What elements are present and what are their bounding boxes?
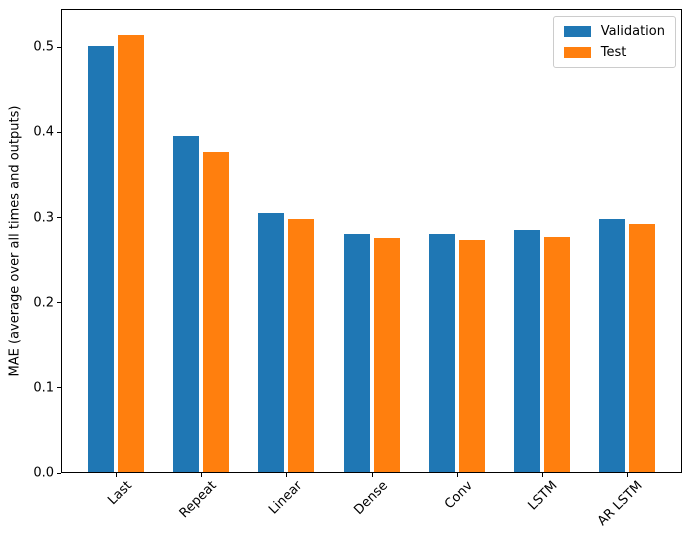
y-tick-label: 0.5: [33, 39, 54, 55]
y-tick-mark: [57, 302, 61, 304]
bar-test-linear: [288, 218, 315, 472]
y-tick-mark: [57, 472, 61, 474]
legend-swatch-validation-icon: [563, 26, 591, 37]
bar-test-conv: [458, 239, 485, 472]
x-tick-label-conv: Conv: [441, 478, 476, 513]
x-tick-label-repeat: Repeat: [177, 478, 221, 522]
y-tick-mark: [57, 217, 61, 219]
x-tick-label-ar-lstm: AR LSTM: [595, 478, 647, 530]
x-tick-label-lstm: LSTM: [525, 478, 561, 514]
y-tick-mark: [57, 46, 61, 48]
bar-validation-dense: [343, 233, 370, 472]
y-tick-label: 0.2: [33, 295, 54, 311]
y-tick-label: 0.0: [33, 465, 54, 481]
y-tick-mark: [57, 131, 61, 133]
x-tick-mark: [201, 473, 203, 477]
x-tick-label-last: Last: [105, 478, 135, 509]
y-tick-label: 0.3: [33, 210, 54, 226]
x-tick-mark: [116, 473, 117, 477]
y-tick-mark: [57, 387, 61, 389]
y-tick-label: 0.1: [33, 380, 54, 396]
x-tick-mark: [542, 473, 543, 477]
bar-test-repeat: [203, 151, 230, 472]
legend-item-test: Test: [563, 45, 665, 60]
bar-validation-linear: [258, 212, 285, 472]
x-tick-mark: [456, 473, 458, 477]
bar-test-ar-lstm: [629, 224, 656, 472]
bars-layer: [62, 10, 681, 472]
legend-item-validation: Validation: [563, 24, 665, 39]
x-tick-mark: [371, 473, 373, 477]
bar-validation-last: [88, 46, 114, 472]
x-tick-label-linear: Linear: [266, 478, 306, 518]
legend: Validation Test: [552, 16, 676, 68]
bar-validation-repeat: [173, 136, 200, 472]
plot-area: Validation Test: [61, 9, 682, 473]
x-tick-mark: [286, 473, 288, 477]
bar-test-last: [118, 34, 144, 472]
legend-label-test: Test: [600, 45, 627, 60]
x-tick-label-dense: Dense: [350, 478, 391, 518]
legend-swatch-test-icon: [563, 47, 591, 58]
bar-test-lstm: [544, 237, 570, 472]
bar-test-dense: [373, 238, 400, 472]
y-axis-label: MAE (average over all times and outputs): [7, 105, 23, 377]
x-tick-mark: [627, 473, 629, 477]
legend-label-validation: Validation: [600, 24, 665, 39]
bar-validation-lstm: [514, 229, 540, 472]
y-tick-label: 0.4: [33, 124, 54, 140]
bar-validation-conv: [428, 233, 455, 472]
bar-validation-ar-lstm: [599, 219, 626, 472]
